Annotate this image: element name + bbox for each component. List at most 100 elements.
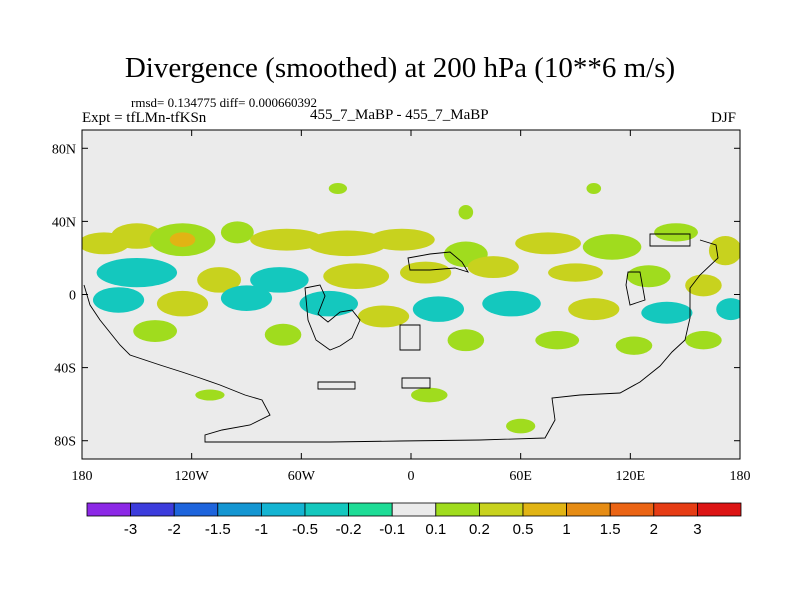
y-tick-label: 40N (52, 215, 76, 230)
coastline-south-america (83, 239, 719, 443)
y-axis: 80N 40N 0 40S 80S (52, 142, 740, 450)
field-blob-29 (568, 298, 620, 321)
y-tick-label: 40S (54, 362, 76, 377)
colorbar-label: 0.5 (513, 521, 534, 538)
x-tick-label: 0 (408, 469, 415, 484)
colorbar-swatch (478, 502, 524, 517)
comparison-label: 455_7_MaBP - 455_7_MaBP (310, 107, 489, 123)
coastline-northeast (649, 233, 691, 247)
field-blob-5 (250, 228, 324, 251)
coastline-africa (407, 251, 469, 273)
field-blob-40 (586, 183, 602, 194)
field-blob-28 (482, 290, 541, 317)
field-blob-33 (264, 323, 302, 346)
field-blob-42 (411, 387, 448, 403)
coastline-atlantic-island (317, 381, 356, 390)
y-tick-label: 80N (52, 142, 76, 157)
colorbar-label: 2 (650, 521, 658, 538)
season-label: DJF (711, 110, 737, 126)
field-blob-34 (447, 329, 485, 352)
field-blob-43 (506, 418, 536, 434)
colorbar-swatch (391, 502, 437, 517)
colorbar-label: -0.5 (292, 521, 318, 538)
colorbar-label: -1 (255, 521, 268, 538)
colorbar-label: 0.2 (469, 521, 490, 538)
field-blob-25 (299, 290, 358, 317)
field-blob-22 (92, 287, 145, 313)
field-blob-15 (250, 267, 309, 293)
rmsd-label: rmsd= 0.134775 diff= 0.000660392 (131, 95, 317, 110)
field-blob-4 (220, 221, 254, 244)
coastline-southern-island (401, 377, 431, 389)
field-blob-16 (323, 263, 390, 290)
field-blob-9 (515, 232, 581, 255)
colorbar-swatch (173, 502, 219, 517)
field-blob-3 (169, 232, 196, 247)
field-blob-30 (641, 301, 693, 324)
colorbar-label: 3 (693, 521, 701, 538)
coastlines (83, 233, 719, 443)
field-blob-26 (357, 305, 410, 328)
colorbar-swatch (435, 502, 480, 517)
field-blob-19 (548, 263, 603, 282)
colorbar-label: -2 (168, 521, 181, 538)
x-axis: 180 120W 60W 0 60E 120E 180 (72, 130, 751, 484)
x-tick-label: 120W (175, 469, 210, 484)
experiment-label: Expt = tfLMn-tfKSn (82, 110, 207, 126)
colorbar-label: -0.2 (336, 521, 362, 538)
colorbar-label: 1.5 (600, 521, 621, 538)
field-blob-17 (400, 261, 452, 284)
field-blob-18 (467, 256, 519, 279)
field-blob-39 (458, 204, 474, 220)
x-tick-label: 60W (288, 469, 316, 484)
coastline-indian-ocean (625, 271, 646, 306)
chart-title: Divergence (smoothed) at 200 hPa (10**6 … (124, 52, 676, 84)
field-blob-12 (708, 236, 740, 266)
y-tick-label: 80S (54, 435, 76, 450)
field-blob-38 (328, 183, 348, 194)
field-blob-6 (306, 230, 388, 257)
field-blob-20 (626, 265, 671, 288)
colorbar-swatch (522, 502, 567, 517)
field-contours (82, 183, 740, 434)
field-blob-31 (716, 298, 740, 321)
colorbar-swatch (260, 502, 306, 517)
x-tick-label: 180 (72, 469, 93, 484)
colorbar-label: 1 (562, 521, 570, 538)
x-tick-label: 60E (509, 469, 532, 484)
colorbar-swatch (566, 502, 611, 517)
field-blob-27 (412, 296, 465, 322)
field-blob-37 (685, 331, 722, 350)
colorbar-swatch (304, 502, 349, 517)
field-blob-21 (685, 274, 722, 297)
field-blob-10 (582, 234, 642, 260)
x-tick-label: 180 (730, 469, 751, 484)
field-blob-35 (535, 331, 580, 350)
colorbar-label: -3 (124, 521, 137, 538)
field-blob-32 (133, 320, 178, 343)
colorbar-swatch (697, 502, 742, 517)
field-blob-7 (368, 228, 435, 251)
colorbar: -3 -2 -1.5 -1 -0.5 -0.2 -0.1 0.1 0.2 0.5 1 1.5 2 3 (86, 502, 742, 538)
colorbar-label: -0.1 (379, 521, 405, 538)
field-blob-24 (220, 285, 273, 311)
field-blob-23 (156, 290, 209, 317)
field-blob-14 (197, 267, 242, 293)
x-tick-label: 120E (616, 469, 646, 484)
colorbar-label: 0.1 (425, 521, 446, 538)
coastline-south-pacific (399, 324, 421, 351)
field-blob-1 (111, 223, 163, 249)
colorbar-swatch (653, 502, 698, 517)
field-blob-13 (96, 257, 178, 288)
coastline-central-america (304, 284, 361, 351)
colorbar-swatch (86, 502, 131, 517)
colorbar-swatch (130, 502, 175, 517)
field-blob-41 (195, 389, 225, 401)
field-blob-36 (615, 336, 653, 355)
colorbar-label: -1.5 (205, 521, 231, 538)
colorbar-swatch (609, 502, 655, 517)
colorbar-swatch (217, 502, 262, 517)
field-blob-11 (654, 223, 698, 242)
y-tick-label: 0 (69, 289, 76, 304)
